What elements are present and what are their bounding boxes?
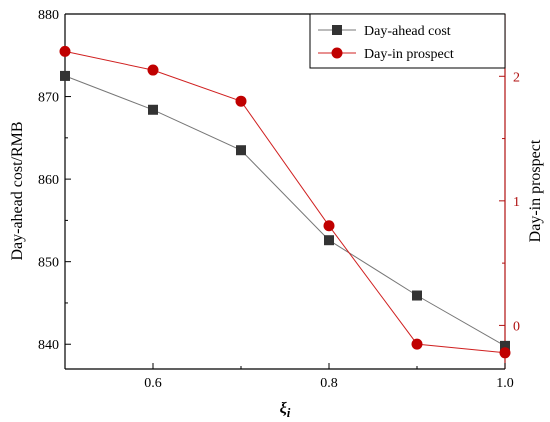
series-line-day-ahead-cost [64, 75, 506, 347]
data-point-day-ahead-cost [324, 235, 334, 246]
data-point-day-in-prospect [59, 45, 71, 57]
data-point-day-in-prospect [499, 347, 511, 359]
legend-marker-day-in-prospect [331, 47, 343, 59]
legend-box [309, 13, 506, 69]
data-point-day-ahead-cost [236, 145, 246, 156]
x-tick-label: 1.0 [496, 376, 514, 391]
y-tick-label: 860 [38, 173, 59, 188]
y2-axis-title: Day-in prospect [527, 139, 544, 242]
data-point-day-ahead-cost [60, 70, 70, 81]
x-axis-title-subscript: i [287, 405, 291, 420]
legend-marker-day-ahead-cost [332, 25, 342, 35]
legend-label-day-in-prospect: Day-in prospect [364, 47, 454, 62]
y2-tick-label: 1 [513, 195, 520, 210]
data-point-day-ahead-cost [412, 290, 422, 301]
x-tick-label: 0.6 [144, 376, 162, 391]
legend: Day-ahead cost Day-in prospect [309, 13, 506, 69]
y-tick-label: 840 [38, 338, 59, 353]
data-point-day-ahead-cost [148, 104, 158, 115]
y-tick-label: 880 [38, 8, 59, 23]
data-point-day-ahead-cost [500, 340, 510, 351]
y-tick-label: 850 [38, 256, 59, 271]
series-layer [59, 45, 511, 359]
right-axis-ticks: 0 1 2 [499, 70, 520, 334]
x-axis-title: ξi [280, 400, 291, 420]
x-axis-ticks: 0.6 0.8 1.0 [64, 363, 514, 391]
left-axis-ticks: 840 850 860 870 880 [38, 8, 71, 353]
x-tick-label: 0.8 [320, 376, 338, 391]
data-point-day-in-prospect [235, 95, 247, 107]
data-point-day-in-prospect [147, 64, 159, 76]
y2-tick-label: 2 [513, 70, 520, 85]
legend-label-day-ahead-cost: Day-ahead cost [364, 24, 451, 39]
series-line-day-in-prospect [64, 50, 506, 354]
y-tick-label: 870 [38, 91, 59, 106]
x-axis-title-base: ξ [280, 400, 288, 417]
y-axis-title: Day-ahead cost/RMB [9, 121, 26, 260]
y2-tick-label: 0 [513, 319, 520, 334]
data-point-day-in-prospect [323, 220, 335, 232]
data-point-day-in-prospect [411, 338, 423, 350]
